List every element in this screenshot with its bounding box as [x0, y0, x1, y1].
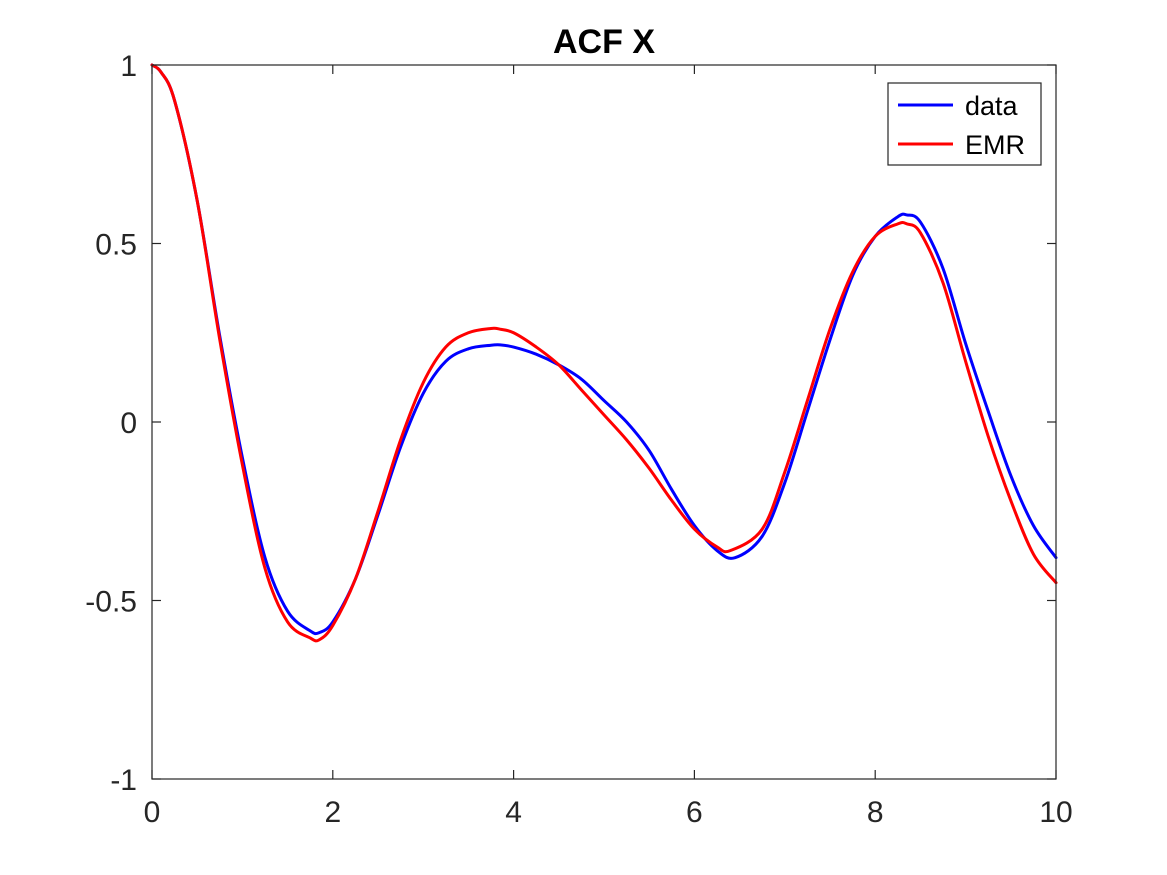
series-line-emr: [150, 63, 1058, 643]
y-tick-label: -1: [110, 764, 137, 797]
y-tick-label: -0.5: [85, 586, 137, 619]
legend-label-emr: EMR: [965, 130, 1025, 160]
x-tick-label: 4: [505, 796, 522, 829]
legend: data EMR: [887, 82, 1042, 166]
plot-area: [152, 65, 1056, 779]
y-tick-label: 1: [120, 50, 137, 83]
x-tick-label: 0: [144, 796, 161, 829]
y-tick-label: 0.5: [95, 229, 137, 262]
x-tick-label: 8: [867, 796, 884, 829]
x-tick-label: 2: [324, 796, 341, 829]
legend-label-data: data: [965, 91, 1019, 121]
axes-layer: 0 2 4 6 8 10 -1 -0.5 0 0.5 1: [85, 50, 1072, 829]
legend-box: [887, 82, 1042, 166]
x-tick-label: 6: [686, 796, 703, 829]
lines-layer: [150, 63, 1058, 643]
x-tick-label: 10: [1039, 796, 1072, 829]
y-tick-label: 0: [120, 407, 137, 440]
series-line-data: [150, 63, 1058, 636]
chart-title: ACF X: [553, 23, 655, 61]
